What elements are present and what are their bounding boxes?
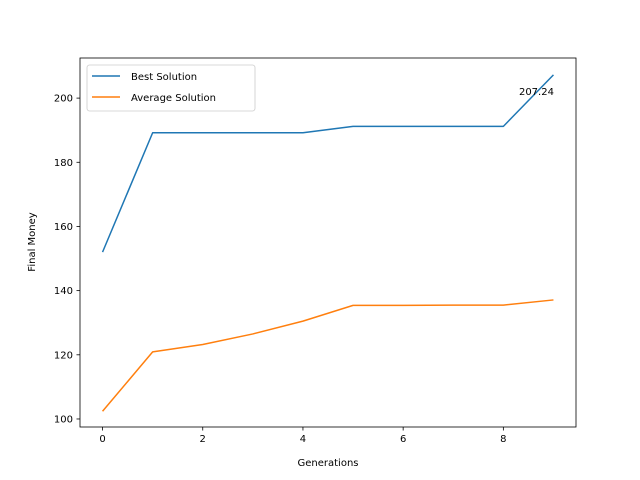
legend: Best Solution Average Solution bbox=[86, 64, 256, 112]
legend-label: Best Solution bbox=[131, 72, 197, 83]
x-tick-label: 4 bbox=[300, 434, 306, 445]
y-tick-label: 140 bbox=[54, 286, 73, 297]
y-axis-ticks: 100 120 140 160 180 200 bbox=[54, 94, 80, 425]
series-layer bbox=[101, 74, 554, 412]
y-tick-label: 160 bbox=[54, 222, 73, 233]
legend-label: Average Solution bbox=[131, 93, 216, 104]
legend-box bbox=[86, 64, 256, 112]
x-tick-label: 0 bbox=[99, 434, 105, 445]
y-tick-label: 180 bbox=[54, 158, 73, 169]
series-line-best-solution bbox=[101, 74, 554, 253]
annotation-label: 207.24 bbox=[519, 87, 554, 98]
series-line-average-solution bbox=[101, 299, 554, 412]
y-tick-label: 200 bbox=[54, 94, 73, 105]
plot-frame bbox=[79, 57, 577, 428]
y-tick-label: 100 bbox=[54, 414, 73, 425]
x-axis-label: Generations bbox=[298, 458, 359, 469]
x-tick-label: 2 bbox=[200, 434, 206, 445]
x-tick-label: 8 bbox=[500, 434, 506, 445]
annotation-layer: 207.24 bbox=[519, 87, 554, 98]
y-axis-label: Final Money bbox=[27, 212, 38, 271]
x-tick-label: 6 bbox=[400, 434, 406, 445]
plot-area bbox=[79, 57, 577, 428]
x-axis-ticks: 0 2 4 6 8 bbox=[99, 427, 507, 445]
y-tick-label: 120 bbox=[54, 350, 73, 361]
